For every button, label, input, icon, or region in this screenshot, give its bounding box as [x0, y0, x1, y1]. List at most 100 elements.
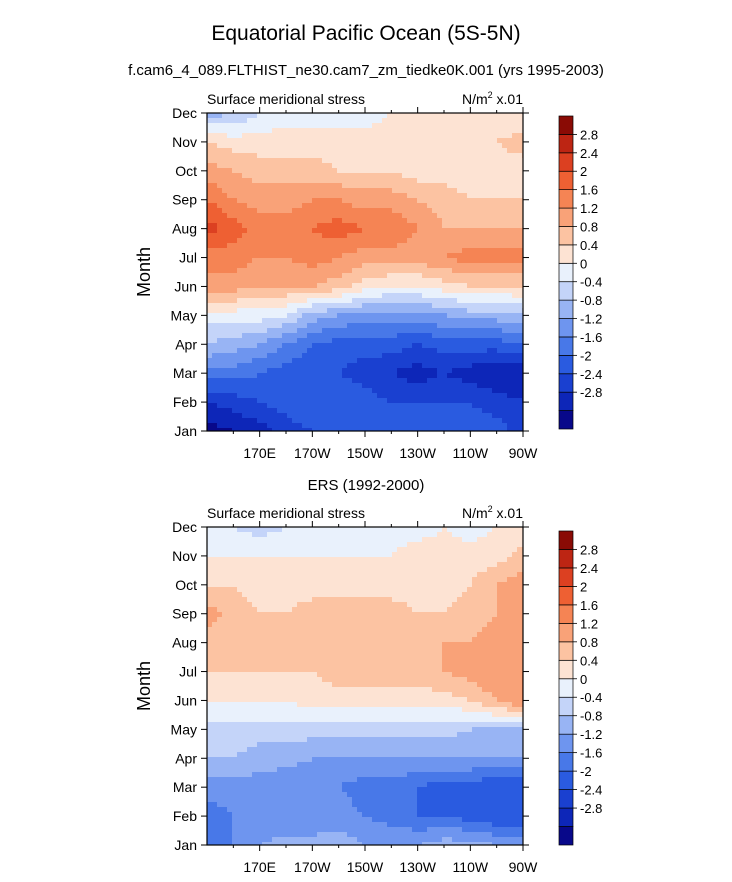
heatmap-cell — [377, 358, 383, 364]
heatmap-cell — [322, 338, 328, 344]
heatmap-cell — [437, 133, 443, 139]
heatmap-cell — [262, 138, 268, 144]
heatmap-cell — [262, 537, 268, 543]
heatmap-cell — [207, 542, 213, 548]
heatmap-cell — [442, 318, 448, 324]
heatmap-cell — [207, 582, 213, 588]
heatmap-cell — [322, 388, 328, 394]
heatmap-cell — [407, 223, 413, 229]
heatmap-cell — [502, 113, 508, 119]
heatmap-cell — [412, 198, 418, 204]
heatmap-cell — [442, 428, 448, 431]
heatmap-cell — [212, 413, 218, 419]
heatmap-cell — [352, 552, 358, 558]
heatmap-cell — [292, 527, 298, 533]
heatmap-cell — [382, 572, 388, 578]
heatmap-cell — [317, 403, 323, 409]
heatmap-cell — [377, 527, 383, 533]
heatmap-cell — [227, 358, 233, 364]
heatmap-cell — [472, 552, 478, 558]
heatmap-cell — [497, 133, 503, 139]
colorbar-swatch — [558, 115, 574, 135]
heatmap-cell — [257, 323, 263, 329]
heatmap-cell — [227, 582, 233, 588]
heatmap-cell — [442, 582, 448, 588]
heatmap-cell — [362, 552, 368, 558]
heatmap-cell — [402, 198, 408, 204]
heatmap-cell — [262, 532, 268, 538]
heatmap-cell — [392, 532, 398, 538]
heatmap-cell — [287, 303, 293, 309]
heatmap-cell — [462, 557, 468, 563]
heatmap-cell — [372, 363, 378, 369]
heatmap-cell — [442, 113, 448, 119]
heatmap-cell — [492, 582, 498, 588]
heatmap-cell — [232, 248, 238, 254]
heatmap-cell — [392, 572, 398, 578]
heatmap-cell — [497, 547, 503, 553]
heatmap-cell — [317, 123, 323, 129]
heatmap-cell — [507, 303, 513, 309]
heatmap-cell — [352, 258, 358, 264]
heatmap-cell — [232, 173, 238, 179]
heatmap-cell — [282, 363, 288, 369]
heatmap-cell — [517, 193, 523, 199]
heatmap-cell — [272, 138, 278, 144]
heatmap-cell — [222, 428, 228, 431]
heatmap-cell — [457, 408, 463, 414]
heatmap-cell — [492, 537, 498, 543]
heatmap-cell — [482, 248, 488, 254]
heatmap-cell — [422, 198, 428, 204]
heatmap-cell — [327, 343, 333, 349]
heatmap-cell — [402, 288, 408, 294]
heatmap-cell — [492, 138, 498, 144]
heatmap-cell — [512, 218, 518, 224]
heatmap-cell — [397, 388, 403, 394]
heatmap-cell — [512, 178, 518, 184]
heatmap-cell — [207, 547, 213, 553]
heatmap-cell — [367, 213, 373, 219]
heatmap-cell — [222, 393, 228, 399]
heatmap-cell — [387, 138, 393, 144]
heatmap-cell — [392, 552, 398, 558]
heatmap-cell — [342, 537, 348, 543]
heatmap-cell — [422, 273, 428, 279]
heatmap-cell — [472, 118, 478, 124]
heatmap-cell — [422, 532, 428, 538]
heatmap-cell — [207, 133, 213, 139]
heatmap-cell — [352, 193, 358, 199]
heatmap-cell — [362, 572, 368, 578]
heatmap-cell — [507, 178, 513, 184]
heatmap-cell — [207, 532, 213, 538]
heatmap-cell — [442, 183, 448, 189]
heatmap-cell — [227, 198, 233, 204]
heatmap-cell — [282, 133, 288, 139]
heatmap-cell — [492, 248, 498, 254]
heatmap-cell — [447, 537, 453, 543]
heatmap-cell — [207, 577, 213, 583]
colorbar-swatch — [558, 262, 574, 283]
heatmap-cell — [302, 293, 308, 299]
heatmap-cell — [452, 223, 458, 229]
heatmap-cell — [337, 423, 343, 429]
heatmap-cell — [212, 587, 218, 593]
heatmap-cell — [477, 388, 483, 394]
heatmap-cell — [382, 308, 388, 314]
heatmap-cell — [482, 403, 488, 409]
heatmap-cell — [477, 203, 483, 209]
heatmap-cell — [317, 323, 323, 329]
heatmap-cell — [347, 527, 353, 533]
heatmap-cell — [517, 557, 523, 563]
heatmap-cell — [297, 398, 303, 404]
heatmap-cell — [297, 253, 303, 259]
heatmap-cell — [257, 163, 263, 169]
heatmap-cell — [317, 567, 323, 573]
heatmap-cell — [312, 138, 318, 144]
heatmap-cell — [492, 403, 498, 409]
heatmap-cell — [437, 138, 443, 144]
heatmap-cell — [247, 143, 253, 149]
heatmap-cell — [207, 248, 213, 254]
heatmap-cell — [382, 393, 388, 399]
heatmap-cell — [467, 233, 473, 239]
heatmap-cell — [257, 253, 263, 259]
